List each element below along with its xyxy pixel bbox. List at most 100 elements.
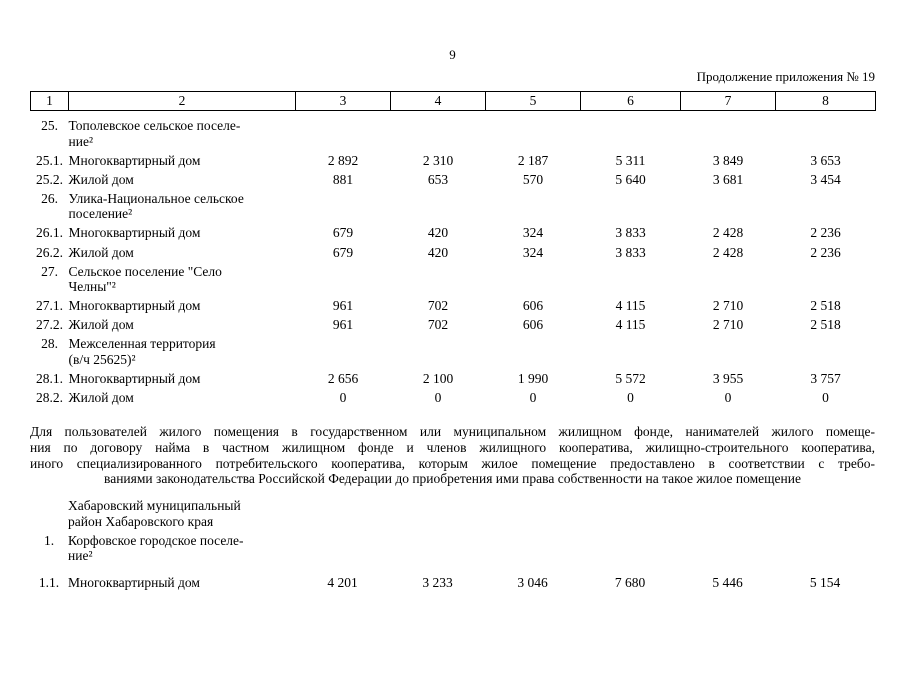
row-name: Сельское поселение "Село Челны"² [68, 263, 222, 295]
row-value: 3 454 [810, 171, 841, 187]
row-value [581, 111, 681, 152]
row-value [581, 335, 681, 370]
row-name: Межселенная территория (в/ч 25625)² [68, 336, 216, 367]
row-value: 0 [724, 389, 732, 405]
table-row: 28.1. Многоквартирный дом 2 656 2 100 1 … [31, 369, 876, 388]
row-number: 25. [41, 118, 58, 134]
note-line: иного специализированного потребительско… [30, 455, 875, 471]
row-number: 28.1. [36, 370, 63, 386]
table-row: 25. Тополевское сельское поселе- ние² [31, 111, 876, 152]
row-value: 5 446 [712, 574, 743, 590]
note-paragraph: Для пользователей жилого помещения в гос… [30, 424, 875, 487]
row-value: 3 849 [712, 152, 744, 168]
row-value: 2 236 [810, 244, 841, 260]
table-row: 26.1. Многоквартирный дом 679 420 324 3 … [31, 224, 876, 243]
row-value [296, 189, 391, 224]
continuation-note: Продолжение приложения № 19 [696, 68, 875, 84]
column-header: 2 [68, 90, 296, 112]
row-value: 420 [427, 244, 449, 260]
row-value: 0 [822, 389, 829, 405]
column-header: 7 [680, 90, 776, 112]
table-row: 28.2. Жилой дом 0 0 0 0 0 0 [31, 388, 876, 407]
row-value [776, 262, 876, 297]
row-name: Жилой дом [68, 244, 134, 260]
row-value: 2 892 [327, 152, 359, 168]
row-number: 25.1. [36, 152, 63, 168]
row-value: 702 [427, 317, 449, 333]
row-value: 679 [332, 225, 354, 241]
row-name: Корфовское городское поселе- ние² [68, 532, 244, 564]
row-value [391, 111, 486, 152]
row-name: Улика-Национальное сельское поселение² [68, 190, 244, 222]
row-value: 324 [522, 225, 544, 241]
row-value [680, 531, 775, 566]
row-value: 881 [332, 171, 354, 187]
row-value: 3 757 [810, 370, 841, 386]
row-value: 5 640 [615, 171, 646, 187]
row-value [581, 189, 681, 224]
row-number: 27. [41, 263, 58, 279]
row-value: 679 [332, 244, 354, 260]
row-number: 28.2. [36, 389, 63, 405]
row-value [391, 262, 486, 297]
row-value: 961 [332, 317, 354, 333]
region-name: Хабаровский муниципальный район Хабаровс… [68, 498, 241, 529]
row-value: 5 311 [615, 152, 646, 168]
row-value: 324 [522, 244, 544, 260]
column-header: 3 [295, 90, 391, 112]
column-header: 5 [485, 90, 581, 112]
row-value: 702 [427, 298, 449, 314]
row-value: 3 653 [810, 152, 841, 168]
row-number: 26.2. [36, 244, 63, 260]
row-value [681, 111, 776, 152]
row-value: 5 154 [809, 574, 841, 590]
row-value: 3 233 [422, 574, 453, 590]
page-number: 9 [449, 47, 456, 62]
row-value [486, 335, 581, 370]
row-value: 3 046 [517, 574, 548, 590]
row-value [391, 335, 486, 370]
row-value: 2 710 [712, 298, 744, 314]
table-row: 26. Улика-Национальное сельское поселени… [31, 189, 876, 224]
row-value [776, 335, 876, 370]
table-row: 25.2. Жилой дом 881 653 570 5 640 3 681 … [31, 170, 876, 189]
row-value [391, 189, 486, 224]
document-page: 9 Продолжение приложения № 19 1 2 3 4 5 … [0, 47, 905, 592]
row-value [775, 531, 875, 566]
row-value [390, 531, 485, 566]
row-number: 27.2. [36, 317, 63, 333]
row-value [486, 111, 581, 152]
row-name: Многоквартирный дом [68, 370, 201, 386]
row-value: 653 [427, 171, 449, 187]
row-name: Многоквартирный дом [68, 298, 201, 314]
row-value [681, 262, 776, 297]
table-row: 27.1. Многоквартирный дом 961 702 606 4 … [31, 297, 876, 316]
row-value [296, 335, 391, 370]
row-value: 2 428 [712, 244, 744, 260]
row-value: 3 833 [615, 244, 646, 260]
row-number: 26. [41, 190, 58, 206]
table-header-row: 1 2 3 4 5 6 7 8 [30, 90, 876, 112]
row-value: 5 572 [615, 370, 646, 386]
table-row: 1. Корфовское городское поселе- ние² [30, 531, 875, 566]
row-value [485, 531, 580, 566]
row-number: 28. [41, 336, 58, 352]
row-value: 606 [522, 317, 544, 333]
row-name: Многоквартирный дом [68, 574, 200, 590]
row-value [681, 335, 776, 370]
row-value: 420 [427, 225, 449, 241]
table-row: 28. Межселенная территория (в/ч 25625)² [31, 335, 876, 370]
row-number: 25.2. [36, 171, 63, 187]
row-value: 3 833 [615, 225, 646, 241]
row-value: 3 681 [712, 171, 744, 187]
row-number: 27.1. [36, 298, 63, 314]
note-line: ния по договору найма в частном жилищном… [30, 439, 875, 455]
table-row: 27. Сельское поселение "Село Челны"² [31, 262, 876, 297]
row-name: Жилой дом [68, 389, 134, 405]
column-header: 6 [580, 90, 681, 112]
row-value [776, 111, 876, 152]
row-value: 1 990 [517, 370, 549, 386]
column-header: 1 [30, 90, 69, 112]
region-row: Хабаровский муниципальный район Хабаровс… [30, 491, 875, 531]
note-line: ваниями законодательства Российской Феде… [104, 471, 801, 487]
